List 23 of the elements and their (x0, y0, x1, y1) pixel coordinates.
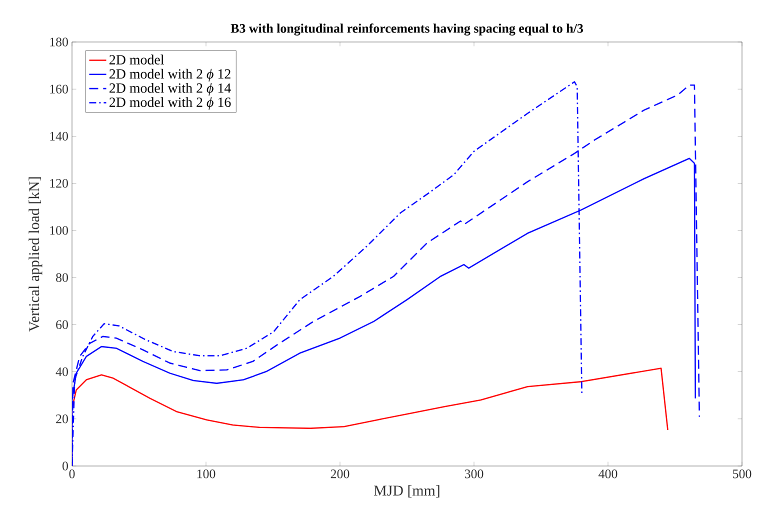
x-tick-label: 0 (69, 470, 75, 478)
y-tick-label: 140 (50, 132, 68, 141)
y-tick-label: 100 (50, 226, 68, 235)
y-tick-label: 20 (56, 414, 68, 424)
legend-label: 2D model with 2 ϕ 14 (109, 82, 231, 96)
x-tick-label: 300 (464, 470, 484, 478)
y-tick-label: 80 (56, 273, 68, 282)
x-axis-title: MJD [mm] (374, 485, 440, 498)
legend-label: 2D model with 2 ϕ 12 (109, 68, 230, 82)
y-tick-label: 180 (50, 38, 68, 46)
y-tick-label: 40 (56, 367, 68, 376)
y-tick-label: 0 (62, 462, 68, 470)
legend-label: 2D model (109, 54, 164, 64)
y-tick-label: 160 (50, 84, 68, 94)
y-tick-label: 60 (56, 320, 68, 330)
y-axis-title: Vertical applied load [kN] (28, 177, 42, 332)
x-tick-label: 200 (330, 470, 350, 478)
x-tick-label: 500 (733, 470, 752, 478)
x-tick-label: 400 (598, 470, 618, 478)
y-tick-label: 120 (50, 178, 68, 188)
chart-title: B3 with longitudinal reinforcements having spacing equal to h/3 (230, 24, 583, 36)
legend-label: 2D model with 2 ϕ 16 (109, 97, 231, 110)
x-tick-label: 100 (197, 470, 216, 478)
